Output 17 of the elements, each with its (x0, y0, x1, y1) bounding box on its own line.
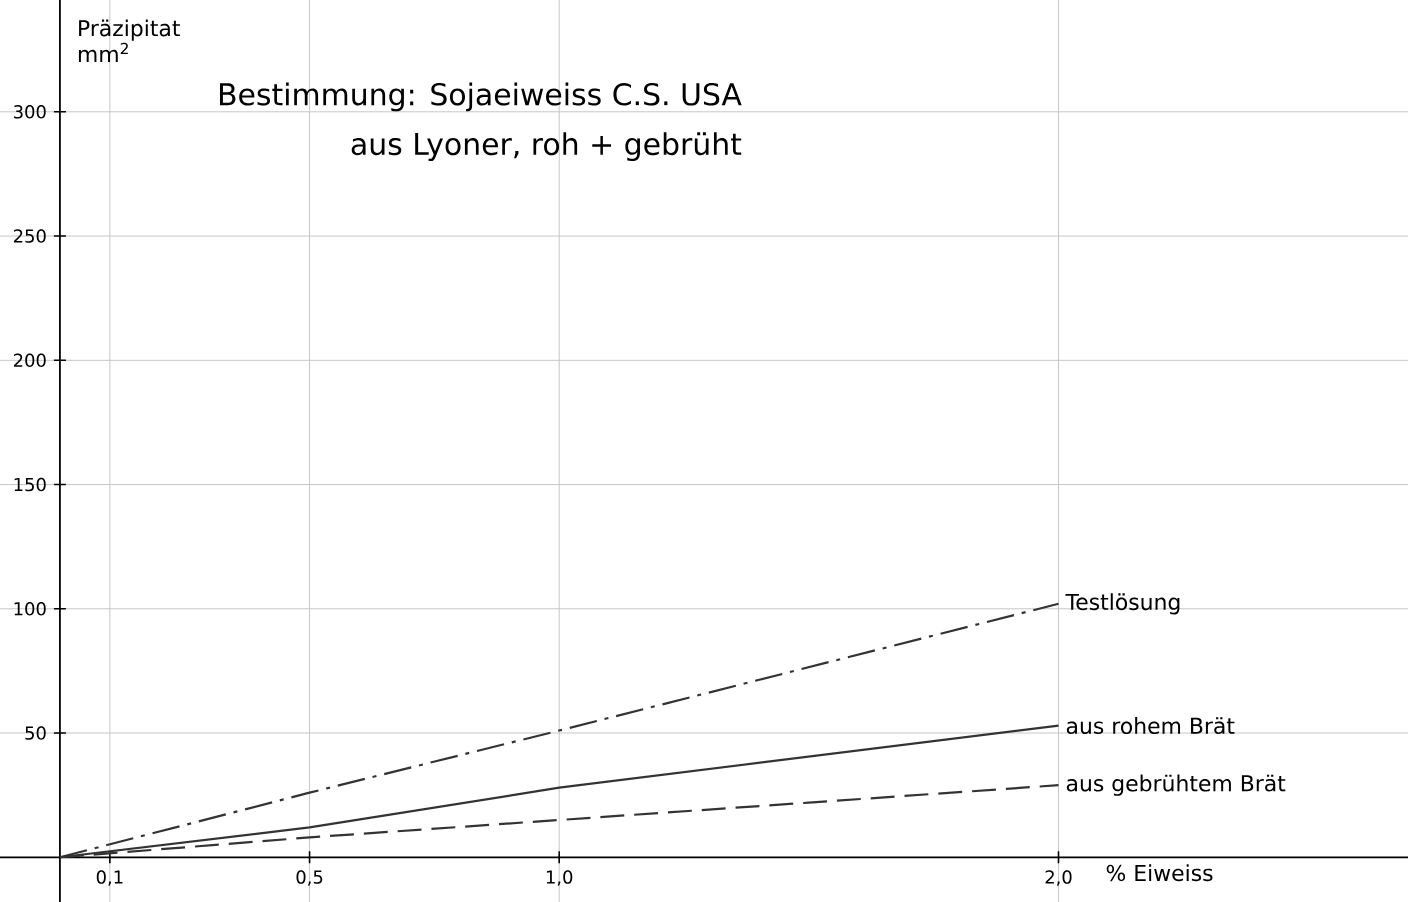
x-tick-label: 1,0 (546, 870, 573, 886)
x-tick-label: 2,0 (1045, 870, 1072, 886)
x-tick-label: 0,1 (96, 870, 123, 886)
y-tick-label: 150 (14, 477, 46, 492)
y-tick-label: 50 (25, 726, 46, 740)
series-label: Testlösung (1065, 593, 1180, 615)
text: Bestimmung: Sojaeiweiss C.S. USA (219, 82, 742, 112)
y-tick-label: 300 (14, 105, 46, 119)
y-tick-label: 250 (13, 229, 46, 243)
text: aus Lyoner, roh + gebrüht (351, 132, 742, 162)
series-label: aus gebrühtem Brät (1066, 774, 1286, 796)
series-label: aus rohem Brät (1066, 717, 1235, 735)
y-tick-label: 200 (13, 353, 46, 368)
y-axis-title: Präzipitat mm$^{2}$ (78, 19, 180, 63)
x-axis-title: % Eiweiss (1106, 864, 1213, 882)
x-tick-label: 0,5 (296, 870, 323, 886)
y-tick-label: 100 (14, 602, 46, 616)
